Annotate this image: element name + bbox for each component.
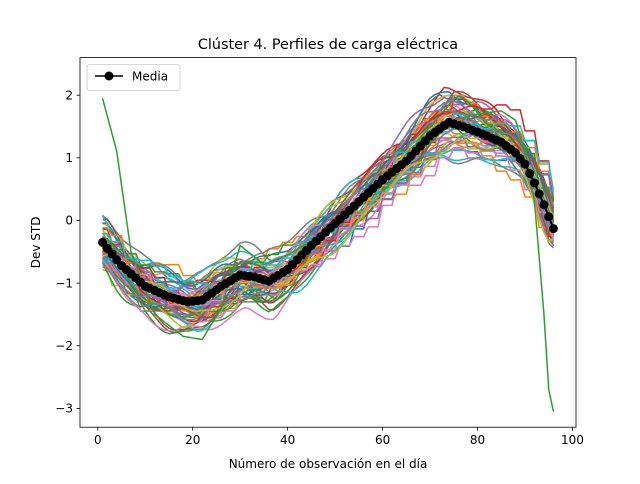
- y-tick-label: 1: [65, 151, 73, 165]
- cluster-profile-line: [102, 136, 555, 299]
- legend-label-media: Media: [132, 70, 168, 84]
- y-tick-label: 0: [65, 214, 73, 228]
- x-tick-label: 100: [561, 433, 584, 447]
- x-axis-title: Número de observación en el día: [229, 457, 428, 471]
- mean-point: [544, 212, 554, 222]
- legend-marker-swatch: [104, 71, 114, 81]
- mean-point: [539, 200, 549, 210]
- plot-area-frame: [79, 57, 577, 428]
- mean-point: [529, 178, 539, 188]
- x-tick-label: 20: [185, 433, 200, 447]
- x-tick-label: 60: [375, 433, 390, 447]
- cluster-profile-line: [102, 113, 555, 319]
- mean-series: [98, 117, 558, 307]
- cluster-profile-line: [102, 148, 555, 307]
- y-tick-label: −2: [55, 339, 73, 353]
- cluster-profile-line: [101, 86, 554, 312]
- mean-point: [525, 168, 535, 178]
- y-tick-label: −3: [55, 402, 73, 416]
- cluster-profile-line: [101, 114, 554, 297]
- y-tick-label: −1: [55, 276, 73, 290]
- x-tick-label: 0: [94, 433, 102, 447]
- legend-box: [86, 64, 181, 91]
- mean-point: [520, 159, 530, 169]
- y-axis-ticks: −3 −2 −1 0 1 2: [55, 88, 80, 416]
- legend: Media: [86, 64, 181, 91]
- y-axis-title: Dev STD: [29, 217, 43, 269]
- chart-title: Clúster 4. Perfiles de carga eléctrica: [198, 37, 458, 53]
- mean-point: [534, 189, 544, 199]
- x-tick-label: 40: [280, 433, 295, 447]
- y-tick-label: 2: [65, 88, 73, 102]
- x-axis-ticks: 0 20 40 60 80 100: [94, 427, 584, 447]
- x-tick-label: 80: [470, 433, 485, 447]
- cluster-profile-line: [101, 99, 554, 290]
- mean-point: [548, 224, 558, 234]
